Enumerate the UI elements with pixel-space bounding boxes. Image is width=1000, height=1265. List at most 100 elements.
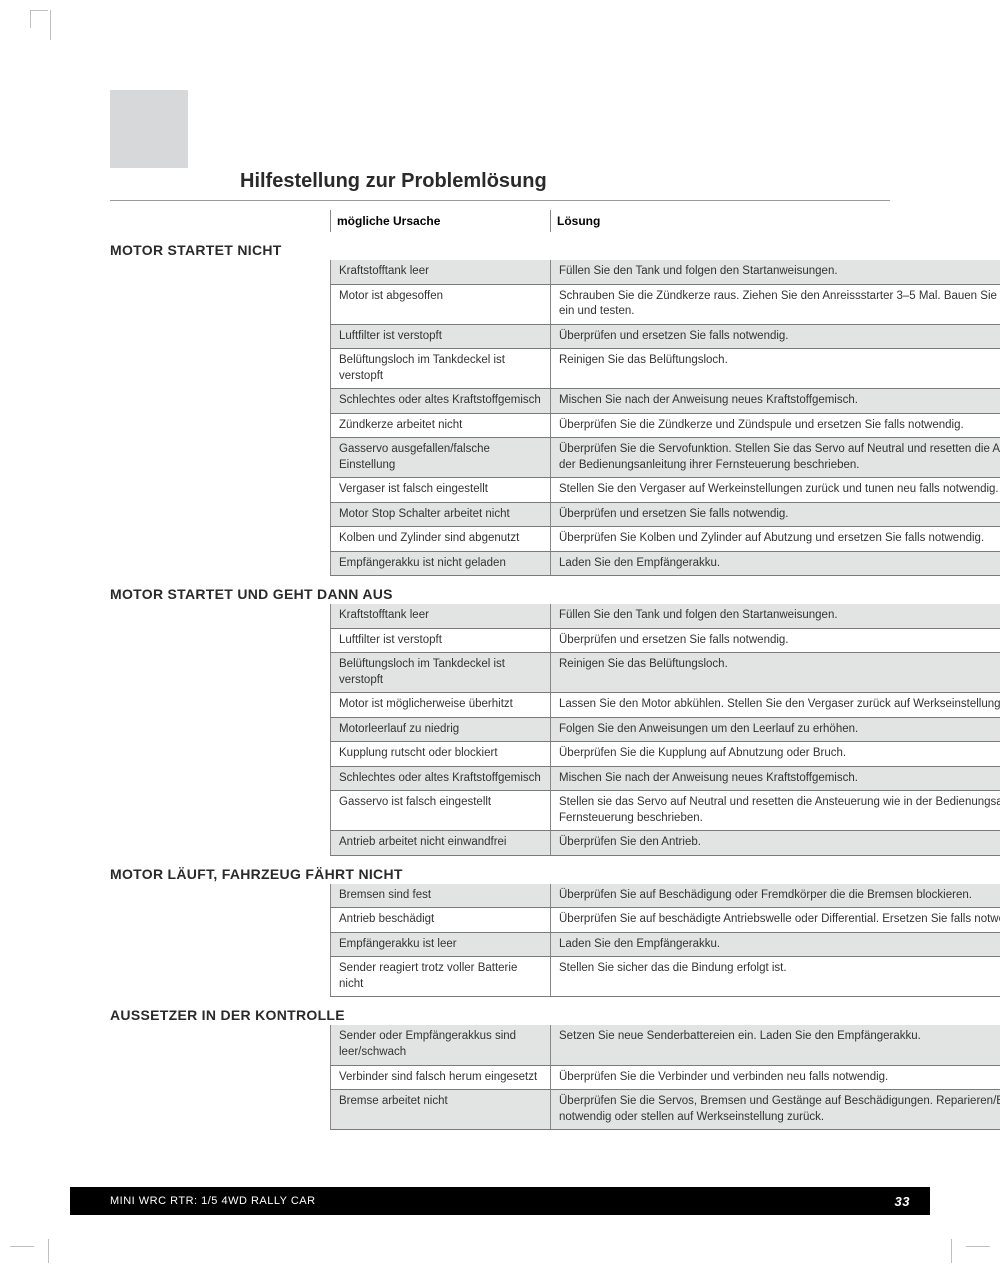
table-row: Verbinder sind falsch herum eingesetztÜb…	[330, 1066, 1000, 1091]
cell-solution: Mischen Sie nach der Anweisung neues Kra…	[550, 767, 1000, 791]
cell-solution: Füllen Sie den Tank und folgen den Start…	[550, 604, 1000, 628]
crop-mark	[48, 1239, 49, 1263]
table-row: Empfängerakku ist nicht geladenLaden Sie…	[330, 552, 1000, 577]
table-row: Luftfilter ist verstopftÜberprüfen und e…	[330, 325, 1000, 350]
table-row: Motorleerlauf zu niedrigFolgen Sie den A…	[330, 718, 1000, 743]
table-row: Empfängerakku ist leerLaden Sie den Empf…	[330, 933, 1000, 958]
content-area: mögliche Ursache Lösung MOTOR STARTET NI…	[110, 210, 890, 1130]
crop-mark	[10, 1246, 34, 1247]
cell-solution: Überprüfen und ersetzen Sie falls notwen…	[550, 629, 1000, 653]
crop-mark	[951, 1239, 952, 1263]
table-row: Sender reagiert trotz voller Batterie ni…	[330, 957, 1000, 997]
cell-cause: Kolben und Zylinder sind abgenutzt	[330, 527, 550, 551]
page: Hilfestellung zur Problemlösung mögliche…	[0, 0, 1000, 1265]
table-row: Kupplung rutscht oder blockiertÜberprüfe…	[330, 742, 1000, 767]
cell-cause: Belüftungsloch im Tankdeckel ist verstop…	[330, 653, 550, 692]
cell-cause: Verbinder sind falsch herum eingesetzt	[330, 1066, 550, 1090]
table-row: Vergaser ist falsch eingestelltStellen S…	[330, 478, 1000, 503]
cell-solution: Stellen sie das Servo auf Neutral und re…	[550, 791, 1000, 830]
cell-cause: Belüftungsloch im Tankdeckel ist verstop…	[330, 349, 550, 388]
cell-cause: Zündkerze arbeitet nicht	[330, 414, 550, 438]
crop-mark	[966, 1246, 990, 1247]
cell-cause: Antrieb arbeitet nicht einwandfrei	[330, 831, 550, 855]
cell-cause: Luftfilter ist verstopft	[330, 629, 550, 653]
cell-cause: Kraftstofftank leer	[330, 604, 550, 628]
cell-cause: Luftfilter ist verstopft	[330, 325, 550, 349]
cell-solution: Laden Sie den Empfängerakku.	[550, 552, 1000, 576]
table-row: Kolben und Zylinder sind abgenutztÜberpr…	[330, 527, 1000, 552]
footer-product-name: MINI WRC RTR: 1/5 4WD RALLY CAR	[110, 1195, 316, 1207]
cell-solution: Überprüfen Sie den Antrieb.	[550, 831, 1000, 855]
cell-cause: Vergaser ist falsch eingestellt	[330, 478, 550, 502]
header-cause: mögliche Ursache	[330, 210, 550, 232]
table-row: Bremsen sind festÜberprüfen Sie auf Besc…	[330, 884, 1000, 909]
cell-solution: Überprüfen Sie die Kupplung auf Abnutzun…	[550, 742, 1000, 766]
cell-solution: Mischen Sie nach der Anweisung neues Kra…	[550, 389, 1000, 413]
table-row: Zündkerze arbeitet nichtÜberprüfen Sie d…	[330, 414, 1000, 439]
cell-cause: Schlechtes oder altes Kraftstoffgemisch	[330, 767, 550, 791]
table-row: Motor ist abgesoffenSchrauben Sie die Zü…	[330, 285, 1000, 325]
cell-cause: Antrieb beschädigt	[330, 908, 550, 932]
table-row: Gasservo ausgefallen/falsche Einstellung…	[330, 438, 1000, 478]
table-section-2: Kraftstofftank leerFüllen Sie den Tank u…	[330, 604, 1000, 856]
cell-solution: Überprüfen Sie auf beschädigte Antriebsw…	[550, 908, 1000, 932]
footer-bar: MINI WRC RTR: 1/5 4WD RALLY CAR 33	[70, 1187, 930, 1215]
table-header-row: mögliche Ursache Lösung	[330, 210, 890, 232]
header-solution: Lösung	[550, 210, 890, 232]
cell-solution: Folgen Sie den Anweisungen um den Leerla…	[550, 718, 1000, 742]
table-section-1: Kraftstofftank leerFüllen Sie den Tank u…	[330, 260, 1000, 576]
cell-solution: Schrauben Sie die Zündkerze raus. Ziehen…	[550, 285, 1000, 324]
cell-cause: Empfängerakku ist nicht geladen	[330, 552, 550, 576]
table-section-3: Bremsen sind festÜberprüfen Sie auf Besc…	[330, 884, 1000, 998]
cell-solution: Laden Sie den Empfängerakku.	[550, 933, 1000, 957]
cell-solution: Stellen Sie sicher das die Bindung erfol…	[550, 957, 1000, 996]
table-row: Bremse arbeitet nichtÜberprüfen Sie die …	[330, 1090, 1000, 1130]
cell-solution: Überprüfen und ersetzen Sie falls notwen…	[550, 325, 1000, 349]
cell-solution: Überprüfen Sie Kolben und Zylinder auf A…	[550, 527, 1000, 551]
table-row: Motor Stop Schalter arbeitet nichtÜberpr…	[330, 503, 1000, 528]
cell-cause: Motor Stop Schalter arbeitet nicht	[330, 503, 550, 527]
cell-cause: Kupplung rutscht oder blockiert	[330, 742, 550, 766]
table-section-4: Sender oder Empfängerakkus sind leer/sch…	[330, 1025, 1000, 1130]
cell-cause: Motor ist abgesoffen	[330, 285, 550, 324]
cell-solution: Überprüfen Sie die Servos, Bremsen und G…	[550, 1090, 1000, 1129]
crop-mark	[30, 10, 48, 28]
cell-cause: Sender reagiert trotz voller Batterie ni…	[330, 957, 550, 996]
cell-cause: Bremsen sind fest	[330, 884, 550, 908]
table-row: Sender oder Empfängerakkus sind leer/sch…	[330, 1025, 1000, 1065]
section-title: MOTOR STARTET NICHT	[110, 242, 890, 258]
cell-solution: Reinigen Sie das Belüftungsloch.	[550, 349, 1000, 388]
table-row: Belüftungsloch im Tankdeckel ist verstop…	[330, 349, 1000, 389]
table-row: Antrieb arbeitet nicht einwandfreiÜberpr…	[330, 831, 1000, 856]
cell-solution: Füllen Sie den Tank und folgen den Start…	[550, 260, 1000, 284]
placeholder-box	[110, 90, 188, 168]
cell-cause: Motor ist möglicherweise überhitzt	[330, 693, 550, 717]
crop-mark	[50, 10, 51, 40]
table-row: Schlechtes oder altes KraftstoffgemischM…	[330, 389, 1000, 414]
section-title: AUSSETZER IN DER KONTROLLE	[110, 1007, 890, 1023]
table-row: Motor ist möglicherweise überhitztLassen…	[330, 693, 1000, 718]
section-title: MOTOR STARTET UND GEHT DANN AUS	[110, 586, 890, 602]
cell-cause: Empfängerakku ist leer	[330, 933, 550, 957]
table-row: Gasservo ist falsch eingestelltStellen s…	[330, 791, 1000, 831]
cell-cause: Bremse arbeitet nicht	[330, 1090, 550, 1129]
cell-cause: Motorleerlauf zu niedrig	[330, 718, 550, 742]
cell-cause: Gasservo ausgefallen/falsche Einstellung	[330, 438, 550, 477]
title-rule	[110, 200, 890, 201]
cell-solution: Überprüfen Sie die Zündkerze und Zündspu…	[550, 414, 1000, 438]
cell-solution: Stellen Sie den Vergaser auf Werkeinstel…	[550, 478, 1000, 502]
cell-solution: Reinigen Sie das Belüftungsloch.	[550, 653, 1000, 692]
page-title: Hilfestellung zur Problemlösung	[240, 170, 547, 193]
table-row: Belüftungsloch im Tankdeckel ist verstop…	[330, 653, 1000, 693]
cell-solution: Überprüfen Sie die Verbinder und verbind…	[550, 1066, 1000, 1090]
section-title: MOTOR LÄUFT, FAHRZEUG FÄHRT NICHT	[110, 866, 890, 882]
cell-solution: Überprüfen und ersetzen Sie falls notwen…	[550, 503, 1000, 527]
table-row: Luftfilter ist verstopftÜberprüfen und e…	[330, 629, 1000, 654]
cell-cause: Gasservo ist falsch eingestellt	[330, 791, 550, 830]
table-row: Schlechtes oder altes KraftstoffgemischM…	[330, 767, 1000, 792]
cell-cause: Kraftstofftank leer	[330, 260, 550, 284]
table-row: Kraftstofftank leerFüllen Sie den Tank u…	[330, 260, 1000, 285]
cell-solution: Überprüfen Sie auf Beschädigung oder Fre…	[550, 884, 1000, 908]
cell-solution: Setzen Sie neue Senderbattereien ein. La…	[550, 1025, 1000, 1064]
cell-cause: Sender oder Empfängerakkus sind leer/sch…	[330, 1025, 550, 1064]
